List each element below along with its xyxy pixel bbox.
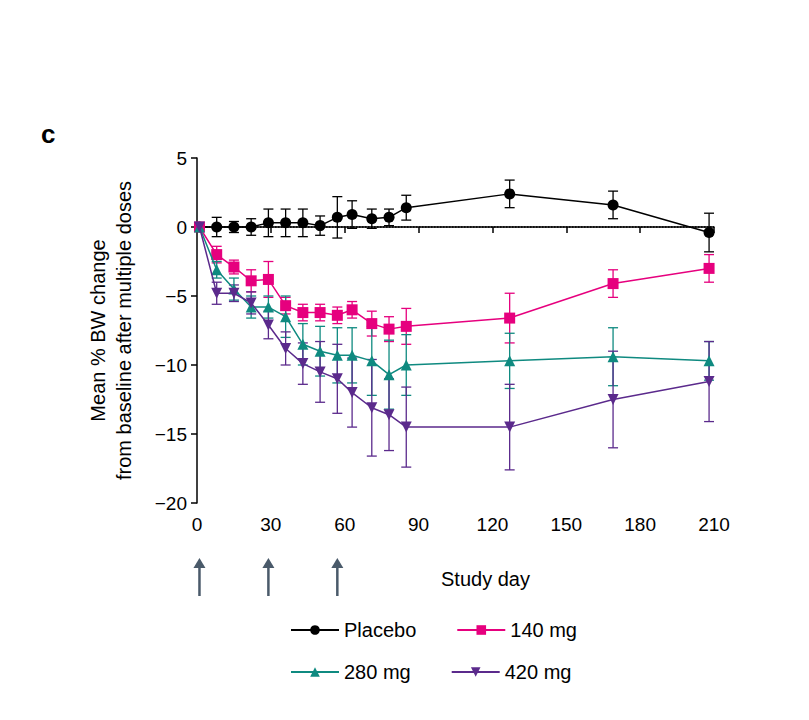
svg-text:Placebo: Placebo bbox=[344, 619, 416, 641]
svg-text:Mean % BW change: Mean % BW change bbox=[87, 239, 109, 421]
svg-text:0: 0 bbox=[176, 217, 187, 238]
svg-text:60: 60 bbox=[334, 514, 355, 535]
svg-text:280 mg: 280 mg bbox=[344, 661, 411, 683]
svg-text:420 mg: 420 mg bbox=[505, 661, 572, 683]
svg-text:c: c bbox=[41, 119, 55, 149]
svg-text:90: 90 bbox=[408, 514, 429, 535]
svg-text:150: 150 bbox=[550, 514, 582, 535]
svg-text:5: 5 bbox=[176, 148, 187, 169]
svg-text:120: 120 bbox=[477, 514, 509, 535]
svg-text:−15: −15 bbox=[155, 424, 187, 445]
svg-text:0: 0 bbox=[192, 514, 203, 535]
svg-text:140 mg: 140 mg bbox=[510, 619, 577, 641]
svg-text:30: 30 bbox=[260, 514, 281, 535]
svg-text:Study day: Study day bbox=[441, 568, 530, 590]
svg-text:210: 210 bbox=[698, 514, 730, 535]
svg-text:180: 180 bbox=[624, 514, 656, 535]
svg-text:from baseline after multiple d: from baseline after multiple doses bbox=[113, 181, 135, 480]
svg-text:−5: −5 bbox=[165, 286, 187, 307]
svg-text:−20: −20 bbox=[155, 493, 187, 514]
svg-text:−10: −10 bbox=[155, 355, 187, 376]
